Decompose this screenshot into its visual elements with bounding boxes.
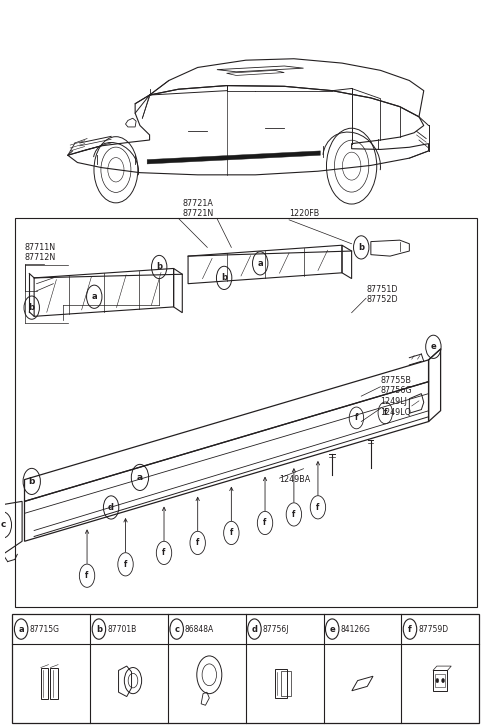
Text: a: a — [19, 624, 24, 633]
Bar — [275, 669, 286, 698]
Text: f: f — [355, 414, 358, 422]
Text: 84126G: 84126G — [340, 624, 370, 633]
Text: f: f — [124, 560, 127, 569]
Text: 1249LJ
1249LQ: 1249LJ 1249LQ — [380, 398, 412, 417]
Text: 86848A: 86848A — [185, 624, 214, 633]
Text: 87701B: 87701B — [107, 624, 136, 633]
Text: a: a — [137, 473, 143, 482]
Text: f: f — [292, 510, 296, 519]
Text: 1220FB: 1220FB — [289, 209, 319, 218]
Bar — [41, 667, 49, 699]
Text: f: f — [230, 529, 233, 537]
Text: 1249BA: 1249BA — [280, 475, 311, 484]
Text: b: b — [358, 243, 364, 252]
Text: b: b — [29, 477, 35, 486]
Circle shape — [436, 678, 439, 683]
Text: f: f — [408, 624, 412, 633]
Text: 87721A
87721N: 87721A 87721N — [182, 199, 213, 218]
Bar — [51, 667, 58, 699]
Text: f: f — [384, 409, 387, 417]
Text: b: b — [221, 273, 227, 282]
Bar — [281, 671, 291, 696]
Polygon shape — [147, 151, 320, 164]
Bar — [15, 218, 477, 606]
Text: 87751D
87752D: 87751D 87752D — [366, 285, 398, 305]
Circle shape — [442, 678, 445, 683]
Text: b: b — [29, 303, 35, 312]
Text: f: f — [162, 548, 166, 558]
Text: b: b — [96, 624, 102, 633]
Text: f: f — [316, 503, 319, 512]
Text: b: b — [156, 262, 162, 271]
Text: 87711N
87712N: 87711N 87712N — [24, 243, 56, 262]
Text: f: f — [196, 539, 199, 547]
Text: 87715G: 87715G — [29, 624, 59, 633]
Text: d: d — [251, 624, 258, 633]
Text: e: e — [431, 342, 436, 351]
Text: d: d — [108, 503, 114, 512]
Text: c: c — [0, 521, 5, 529]
Text: a: a — [258, 259, 263, 268]
Bar — [13, 614, 479, 723]
Text: 87756J: 87756J — [262, 624, 289, 633]
Bar — [435, 674, 445, 687]
Text: c: c — [174, 624, 179, 633]
Bar — [433, 670, 448, 691]
Text: 87759D: 87759D — [418, 624, 449, 633]
Text: 87755B
87756G: 87755B 87756G — [380, 376, 412, 395]
Text: e: e — [329, 624, 335, 633]
Text: f: f — [263, 518, 267, 528]
Text: a: a — [92, 292, 97, 301]
Text: f: f — [85, 571, 89, 580]
